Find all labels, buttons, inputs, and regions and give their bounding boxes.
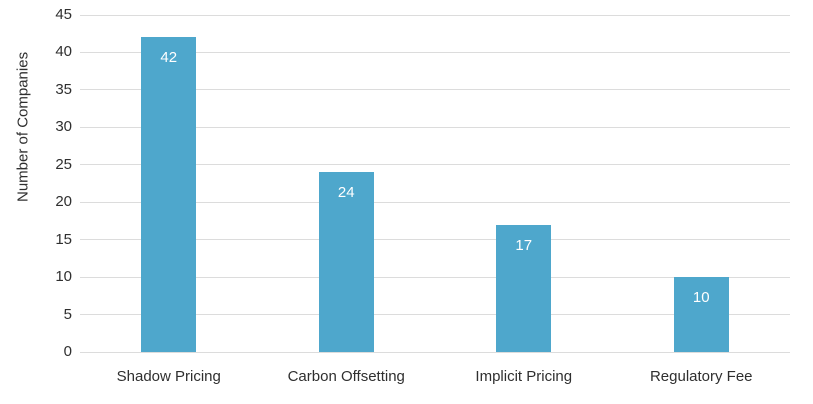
- y-tick-label-45: 45: [55, 6, 72, 23]
- gridline-y-30: [80, 126, 790, 128]
- x-category-label-carbon-offsetting: Carbon Offsetting: [287, 368, 405, 385]
- y-tick-label-10: 10: [55, 268, 72, 286]
- bar-shadow-pricing: 42: [141, 37, 197, 352]
- gridline-y-25: [80, 164, 790, 166]
- gridline-y-0: [80, 351, 790, 353]
- gridline-y-15: [80, 239, 790, 241]
- gridline-y-35: [80, 89, 790, 91]
- y-tick-label-0: 0: [63, 343, 72, 360]
- bar-value-label: 17: [515, 236, 533, 254]
- bar-implicit-pricing: 17: [496, 224, 552, 352]
- gridline-y-20: [80, 201, 790, 203]
- y-tick-label-15: 15: [55, 230, 72, 248]
- y-tick-label-30: 30: [55, 118, 72, 136]
- x-category-label-shadow-pricing: Shadow Pricing: [116, 368, 221, 385]
- x-category-label-implicit-pricing: Implicit Pricing: [475, 368, 573, 385]
- y-tick-label-5: 5: [63, 305, 72, 323]
- bar-regulatory-fee: 10: [673, 277, 729, 352]
- bar-value-label: 24: [337, 184, 355, 202]
- y-tick-label-35: 35: [55, 80, 72, 98]
- gridline-y-40: [80, 51, 790, 53]
- y-tick-label-40: 40: [55, 43, 72, 61]
- gridline-y-10: [80, 276, 790, 278]
- gridline-y-5: [80, 314, 790, 316]
- y-tick-label-20: 20: [55, 193, 72, 211]
- y-tick-label-25: 25: [55, 155, 72, 173]
- bar-carbon-offsetting: 24: [318, 172, 374, 352]
- gridline-y-45: [80, 14, 790, 16]
- x-category-label-regulatory-fee: Regulatory Fee: [649, 368, 753, 385]
- bar-value-label: 42: [160, 49, 178, 67]
- bar-value-label: 10: [692, 289, 710, 307]
